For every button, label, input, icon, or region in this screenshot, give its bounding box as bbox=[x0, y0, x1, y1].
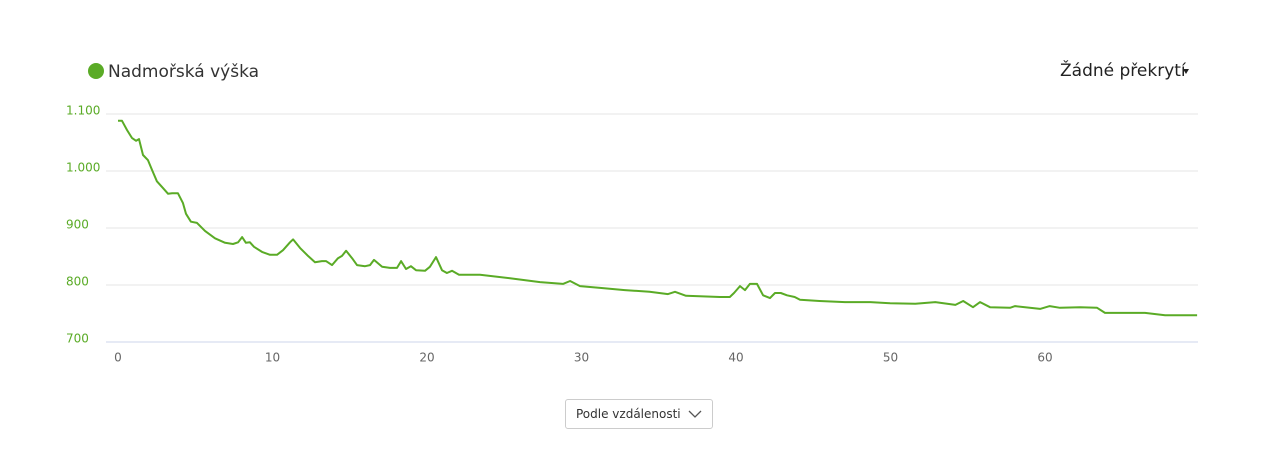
y-tick-label: 1.000 bbox=[66, 161, 100, 175]
overlay-menu[interactable]: Žádné překrytí bbox=[1060, 59, 1187, 81]
legend-marker bbox=[88, 63, 104, 79]
mode-select-label: Podle vzdálenosti bbox=[576, 407, 681, 421]
x-tick-label: 20 bbox=[419, 351, 434, 365]
y-tick-label: 900 bbox=[66, 218, 89, 232]
menu-caret bbox=[1183, 69, 1189, 74]
x-tick-label: 60 bbox=[1037, 351, 1052, 365]
y-tick-label: 800 bbox=[66, 275, 89, 289]
y-tick-label: 1.100 bbox=[66, 104, 100, 118]
x-tick-label: 40 bbox=[728, 351, 743, 365]
chevron bbox=[688, 410, 702, 418]
x-tick-label: 30 bbox=[574, 351, 589, 365]
mode-select[interactable]: Podle vzdálenosti bbox=[565, 399, 713, 429]
legend-label: Nadmořská výška bbox=[108, 62, 259, 82]
y-tick-label: 700 bbox=[66, 332, 89, 346]
elevation-line bbox=[118, 119, 1198, 317]
x-tick-label: 10 bbox=[265, 351, 280, 365]
x-tick-label: 0 bbox=[114, 351, 122, 365]
x-tick-label: 50 bbox=[883, 351, 898, 365]
